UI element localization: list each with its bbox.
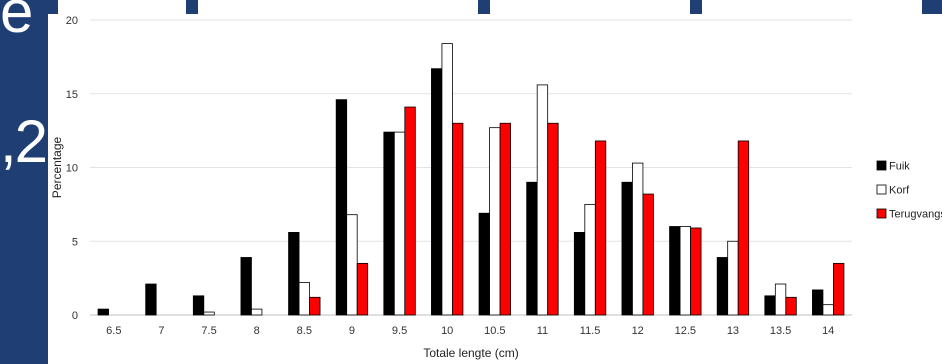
x-tick-labels: 6.5 7 7.5 8 8.5 9 9.5 10 10.5 11 11.5 12 12.5 13 13.5 1… bbox=[106, 325, 834, 337]
x-tick-label: 11.5 bbox=[580, 325, 601, 337]
x-tick-label: 9.5 bbox=[392, 325, 407, 337]
x-tick-label: 14 bbox=[822, 325, 834, 337]
bar-terugvangst bbox=[594, 140, 607, 316]
bar-fuik bbox=[97, 308, 109, 316]
bar-terugvangst bbox=[737, 140, 750, 316]
bar-terugvangst bbox=[642, 193, 654, 316]
bar-korf bbox=[203, 311, 215, 316]
legend-swatch-korf bbox=[876, 184, 887, 195]
background-box bbox=[58, 0, 186, 14]
background-top-strip bbox=[0, 0, 942, 14]
x-tick-label: 11 bbox=[537, 325, 548, 337]
bar-korf bbox=[584, 203, 596, 316]
y-tick-labels: 0 5 10 15 20 bbox=[66, 15, 78, 322]
legend: Fuik Korf Terugvangst bbox=[876, 160, 942, 221]
bar-fuik bbox=[573, 231, 586, 316]
legend-label: Korf bbox=[889, 185, 910, 197]
bar-korf bbox=[727, 240, 739, 316]
bar-fuik bbox=[240, 257, 252, 316]
y-tick-label: 0 bbox=[72, 310, 78, 322]
bar-terugvangst bbox=[404, 106, 416, 316]
bar-fuik bbox=[478, 212, 490, 316]
x-tick-label: 12.5 bbox=[675, 325, 696, 337]
bar-fuik bbox=[716, 257, 729, 316]
y-axis-label: Percentage bbox=[50, 136, 64, 198]
bar-fuik bbox=[526, 181, 538, 316]
x-tick-label: 6.5 bbox=[106, 325, 121, 337]
background-text-fragment: ,2 bbox=[0, 108, 48, 175]
x-axis-label: Totale lengte (cm) bbox=[423, 346, 518, 360]
bar-terugvangst bbox=[452, 122, 464, 316]
bar-terugvangst bbox=[785, 296, 797, 316]
x-tick-label: 13.5 bbox=[770, 325, 791, 337]
legend-label: Terugvangst bbox=[889, 209, 942, 221]
bar-korf bbox=[393, 131, 406, 316]
legend-label: Fuik bbox=[889, 161, 910, 173]
bar-korf bbox=[774, 283, 787, 316]
bar-fuik bbox=[192, 295, 205, 316]
bar-korf bbox=[298, 282, 310, 316]
x-tick-label: 12 bbox=[632, 325, 644, 337]
y-tick-label: 15 bbox=[66, 89, 78, 101]
background-box bbox=[198, 0, 478, 14]
bar-korf bbox=[536, 84, 549, 316]
bar-terugvangst bbox=[690, 227, 702, 316]
x-tick-label: 10 bbox=[441, 325, 453, 337]
background-panel bbox=[0, 0, 48, 364]
background-text-fragment: e bbox=[0, 0, 33, 45]
bar-terugvangst bbox=[833, 262, 845, 316]
legend-swatch-fuik bbox=[876, 160, 887, 171]
x-tick-label: 8.5 bbox=[297, 325, 312, 337]
background-box bbox=[702, 0, 922, 14]
legend-swatch-terugvangst bbox=[876, 208, 887, 219]
bar-fuik bbox=[431, 68, 443, 316]
bar-korf bbox=[251, 308, 263, 316]
bar-terugvangst bbox=[547, 122, 559, 316]
bar-korf bbox=[822, 304, 834, 316]
bar-korf bbox=[679, 226, 691, 316]
bar-korf bbox=[632, 162, 644, 316]
y-tick-label: 10 bbox=[66, 163, 78, 175]
y-tick-label: 5 bbox=[72, 236, 78, 248]
bar-korf bbox=[441, 43, 453, 316]
bar-fuik bbox=[812, 289, 824, 316]
bar-fuik bbox=[383, 131, 395, 316]
bar-fuik bbox=[288, 231, 300, 316]
bars bbox=[97, 43, 845, 316]
bar-fuik bbox=[145, 283, 157, 316]
background-box bbox=[490, 0, 690, 14]
bar-terugvangst bbox=[309, 296, 321, 316]
x-tick-label: 13 bbox=[727, 325, 739, 337]
x-tick-label: 7 bbox=[158, 325, 164, 337]
bar-terugvangst bbox=[356, 262, 369, 316]
bar-fuik bbox=[335, 99, 348, 316]
bar-fuik bbox=[669, 226, 681, 316]
y-tick-label: 20 bbox=[66, 15, 78, 27]
bar-fuik bbox=[621, 181, 633, 316]
x-tick-label: 10.5 bbox=[484, 325, 505, 337]
bar-korf bbox=[346, 214, 358, 316]
bar-fuik bbox=[764, 295, 776, 316]
bar-korf bbox=[489, 127, 501, 316]
x-tick-label: 9 bbox=[349, 325, 355, 337]
x-tick-label: 7.5 bbox=[201, 325, 216, 337]
x-tick-label: 8 bbox=[254, 325, 260, 337]
bar-terugvangst bbox=[499, 122, 511, 316]
